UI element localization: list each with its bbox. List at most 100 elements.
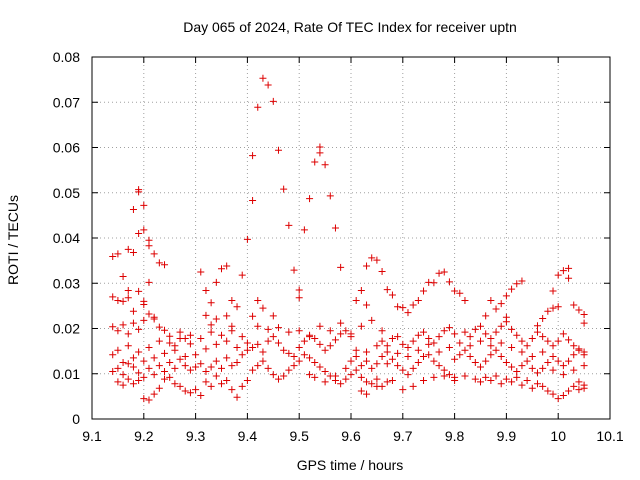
data-point [357,362,365,370]
data-point [357,286,365,294]
data-point [140,301,148,309]
data-point [207,321,215,329]
data-point [259,304,267,312]
y-tick-label: 0.04 [53,230,80,246]
data-point [409,337,417,345]
data-point [285,328,293,336]
data-point [119,371,127,379]
data-point [357,373,365,381]
data-point [326,342,334,350]
data-point [129,248,137,256]
plot-frame [91,56,611,420]
data-point [399,304,407,312]
data-point [311,373,319,381]
data-point [192,351,200,359]
data-point [580,362,588,370]
data-point [425,334,433,342]
data-point [316,322,324,330]
y-tick-label: 0.03 [53,275,80,291]
data-point [394,303,402,311]
data-point [445,371,453,379]
data-point [202,311,210,319]
data-point [109,253,117,261]
data-point [181,387,189,395]
data-point [321,161,329,169]
data-point [559,267,567,275]
data-point [135,188,143,196]
x-tick-label: 9.3 [186,428,206,444]
data-point [383,360,391,368]
data-point [119,358,127,366]
data-point [404,344,412,352]
data-point [249,196,257,204]
data-point [171,364,179,372]
data-point [352,296,360,304]
data-point [383,286,391,294]
data-point [352,353,360,361]
data-point [264,81,272,89]
data-point [166,339,174,347]
data-point [238,382,246,390]
data-point [269,312,277,320]
data-point [440,366,448,374]
data-point [347,357,355,365]
data-point [124,342,132,350]
data-point [420,328,428,336]
data-point [264,364,272,372]
data-point [321,346,329,354]
data-point [482,357,490,365]
data-point [197,391,205,399]
data-point [388,377,396,385]
data-point [528,384,536,392]
data-point [337,319,345,327]
data-point [331,336,339,344]
data-point [508,363,516,371]
data-point [533,322,541,330]
data-point [300,337,308,345]
data-point [513,331,521,339]
data-point [404,309,412,317]
data-point [482,330,490,338]
data-point [518,277,526,285]
data-point [539,382,547,390]
y-tick-label: 0.01 [53,366,80,382]
tick-labels: 9.1 9.2 9.3 9.4 9.5 9.6 9.7 9.8 9.9 10 10.1 0 0.01 0.… [53,49,624,444]
data-point [575,306,583,314]
data-point [114,364,122,372]
data-point [456,339,464,347]
data-point [565,264,573,272]
data-point [337,263,345,271]
data-point [357,322,365,330]
data-point [363,378,371,386]
data-point [212,372,220,380]
data-point [482,312,490,320]
data-point [451,330,459,338]
data-point [554,337,562,345]
data-point [368,254,376,262]
data-point [461,296,469,304]
data-point [212,357,220,365]
data-point [554,303,562,311]
data-point [202,378,210,386]
data-point [311,358,319,366]
data-point [430,339,438,347]
data-point [114,378,122,386]
data-point [342,375,350,383]
data-point [508,378,516,386]
data-point [435,333,443,341]
data-point [570,382,578,390]
data-point [399,366,407,374]
data-point [513,280,521,288]
chart-title: Day 065 of 2024, Rate Of TEC Index for r… [183,19,517,35]
data-point [140,395,148,403]
x-axis-label: GPS time / hours [297,457,404,473]
data-point [119,381,127,389]
data-point [363,390,371,398]
data-point [430,373,438,381]
data-point [218,265,225,273]
data-point [186,366,194,374]
data-point [559,391,567,399]
data-point [331,224,339,232]
data-point [124,330,132,338]
data-point [409,301,417,309]
